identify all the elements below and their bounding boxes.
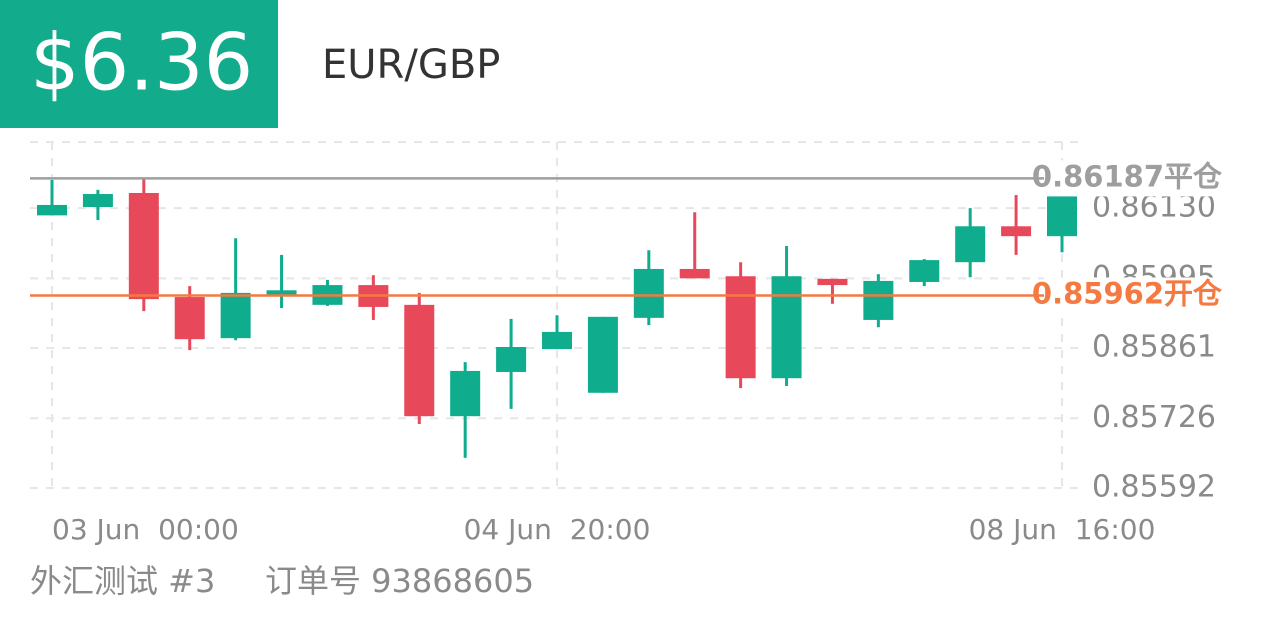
candle-body (450, 370, 481, 417)
candle-body (679, 268, 710, 279)
candle-body (266, 290, 297, 295)
price-badge (0, 0, 278, 128)
candle-body (771, 276, 802, 379)
candle-body (1047, 195, 1077, 237)
reference-label-bg (1044, 277, 1224, 314)
candle-body (909, 260, 940, 282)
candle-body (128, 192, 159, 300)
candle-body (863, 280, 894, 320)
candle-body (955, 226, 986, 263)
candle-body (82, 194, 113, 208)
y-tick-label: 0.85592 (1092, 470, 1216, 505)
candle-body (220, 292, 251, 339)
candle-body (817, 278, 848, 286)
y-tick-label: 0.85861 (1092, 330, 1216, 365)
x-tick-label: 03 Jun 00:00 (52, 513, 239, 546)
candle-body (587, 316, 618, 393)
candle-body (542, 331, 572, 350)
symbol: EUR/GBP (322, 42, 500, 88)
candle-body (633, 268, 664, 318)
candle-body (1001, 226, 1032, 237)
y-tick-label: 0.85726 (1092, 400, 1216, 435)
candle-body (174, 297, 205, 340)
account: 外汇测试 #3 (30, 562, 215, 600)
order: 订单号 93868605 (265, 562, 534, 600)
candle-body (725, 276, 756, 379)
reference-label-bg (1044, 160, 1224, 197)
price: $6.36 (30, 18, 253, 108)
reference-label: 0.85962开仓 (1032, 276, 1223, 310)
candle-body (404, 304, 435, 417)
candle-body (496, 346, 527, 372)
x-tick-label: 04 Jun 20:00 (464, 513, 651, 546)
candle-body (37, 204, 67, 216)
x-tick-label: 08 Jun 16:00 (969, 513, 1156, 546)
reference-label: 0.86187平仓 (1032, 159, 1223, 193)
